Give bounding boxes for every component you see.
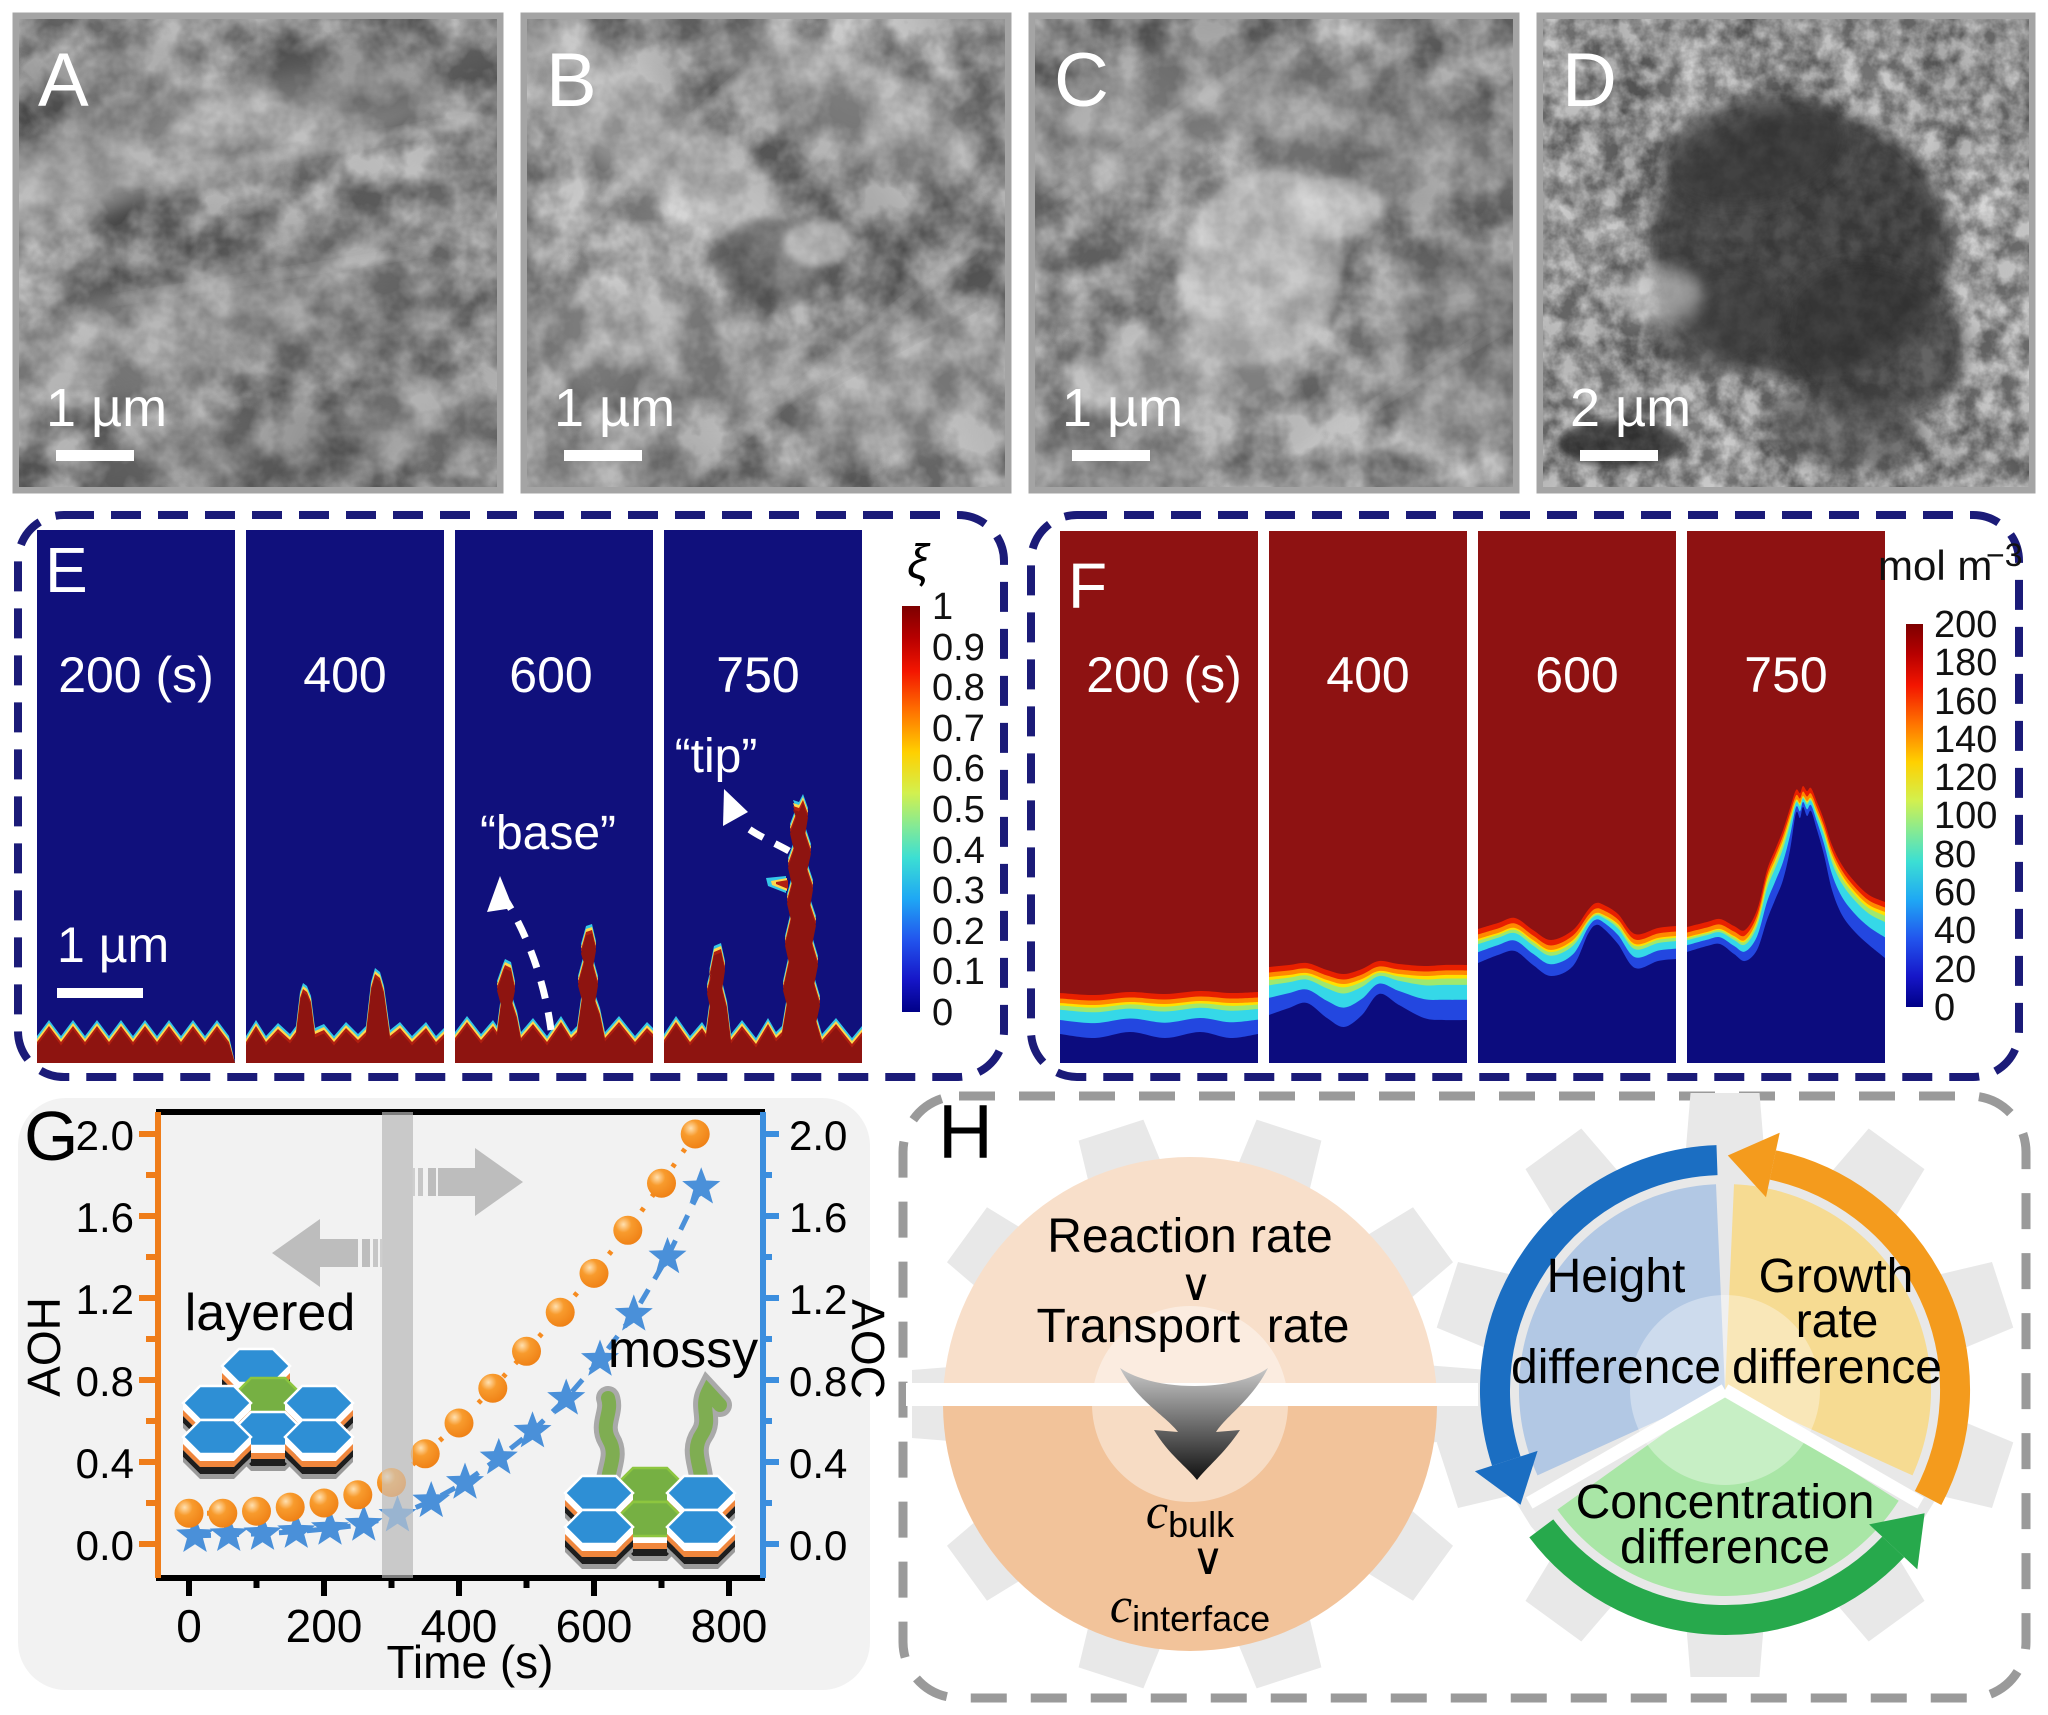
svg-text:40: 40 (1934, 910, 1976, 952)
svg-text:200 (s): 200 (s) (58, 647, 214, 703)
svg-text:1 µm: 1 µm (57, 917, 169, 973)
svg-text:Growth: Growth (1759, 1250, 1914, 1303)
svg-text:G: G (24, 1097, 78, 1175)
svg-text:cinterface: cinterface (1110, 1577, 1270, 1639)
svg-text:0.6: 0.6 (932, 748, 985, 790)
svg-text:0: 0 (176, 1600, 202, 1652)
svg-text:ξ: ξ (907, 536, 931, 589)
svg-text:200: 200 (1934, 604, 1997, 646)
svg-text:A: A (38, 38, 89, 123)
svg-text:∨: ∨ (1180, 1261, 1212, 1310)
svg-text:AOH: AOH (18, 1297, 70, 1397)
svg-text:200 (s): 200 (s) (1086, 647, 1242, 703)
svg-text:0.4: 0.4 (76, 1440, 134, 1487)
svg-text:140: 140 (1934, 719, 1997, 761)
svg-text:Concentration: Concentration (1576, 1476, 1875, 1529)
svg-text:mol m: mol m (1878, 542, 1992, 589)
svg-text:750: 750 (716, 647, 799, 703)
svg-text:cbulk: cbulk (1146, 1483, 1235, 1545)
svg-text:400: 400 (421, 1600, 498, 1652)
svg-text:Time (s): Time (s) (387, 1636, 554, 1688)
svg-text:H: H (938, 1090, 993, 1175)
svg-text:0.8: 0.8 (76, 1358, 134, 1405)
svg-text:difference: difference (1511, 1341, 1721, 1394)
svg-text:Reaction rate: Reaction rate (1047, 1210, 1333, 1263)
svg-text:2 µm: 2 µm (1570, 378, 1691, 438)
svg-text:180: 180 (1934, 642, 1997, 684)
svg-text:600: 600 (509, 647, 592, 703)
svg-text:0.9: 0.9 (932, 627, 985, 669)
svg-text:1.2: 1.2 (789, 1276, 847, 1323)
svg-text:400: 400 (1326, 647, 1409, 703)
svg-text:2.0: 2.0 (76, 1112, 134, 1159)
svg-text:B: B (546, 38, 597, 123)
svg-text:0.7: 0.7 (932, 708, 985, 750)
svg-text:0.2: 0.2 (932, 911, 985, 953)
svg-text:difference: difference (1620, 1521, 1830, 1574)
svg-text:160: 160 (1934, 681, 1997, 723)
svg-text:E: E (45, 534, 88, 606)
svg-text:0.4: 0.4 (932, 830, 985, 872)
svg-text:0.3: 0.3 (932, 870, 985, 912)
svg-text:mossy: mossy (608, 1321, 758, 1379)
svg-text:1 µm: 1 µm (1062, 378, 1183, 438)
svg-text:200: 200 (286, 1600, 363, 1652)
svg-text:Height: Height (1547, 1250, 1686, 1303)
svg-text:“tip”: “tip” (675, 730, 758, 783)
svg-text:1.6: 1.6 (789, 1194, 847, 1241)
svg-text:“base”: “base” (480, 807, 616, 860)
svg-text:0.0: 0.0 (789, 1522, 847, 1569)
svg-text:60: 60 (1934, 872, 1976, 914)
svg-text:400: 400 (303, 647, 386, 703)
svg-text:2.0: 2.0 (789, 1112, 847, 1159)
svg-text:−3: −3 (1986, 537, 2022, 573)
svg-text:100: 100 (1934, 795, 1997, 837)
svg-text:difference: difference (1732, 1341, 1942, 1394)
svg-text:120: 120 (1934, 757, 1997, 799)
svg-text:600: 600 (1535, 647, 1618, 703)
svg-text:F: F (1068, 550, 1107, 622)
svg-text:0.5: 0.5 (932, 789, 985, 831)
svg-text:rate: rate (1796, 1295, 1879, 1348)
svg-text:0: 0 (932, 992, 953, 1034)
svg-text:C: C (1054, 38, 1109, 123)
svg-text:0.1: 0.1 (932, 951, 985, 993)
svg-text:0.8: 0.8 (789, 1358, 847, 1405)
svg-text:800: 800 (691, 1600, 768, 1652)
svg-text:∨: ∨ (1192, 1535, 1224, 1584)
svg-text:D: D (1562, 38, 1617, 123)
svg-text:1: 1 (932, 586, 953, 628)
svg-text:Transport rate: Transport rate (1036, 1300, 1349, 1353)
svg-text:80: 80 (1934, 834, 1976, 876)
svg-text:0.4: 0.4 (789, 1440, 847, 1487)
svg-text:1.2: 1.2 (76, 1276, 134, 1323)
svg-text:0.8: 0.8 (932, 667, 985, 709)
svg-text:750: 750 (1744, 647, 1827, 703)
svg-text:0: 0 (1934, 987, 1955, 1029)
svg-text:layered: layered (185, 1284, 356, 1342)
svg-text:20: 20 (1934, 949, 1976, 991)
svg-text:1 µm: 1 µm (554, 378, 675, 438)
svg-text:0.0: 0.0 (76, 1522, 134, 1569)
svg-text:1.6: 1.6 (76, 1194, 134, 1241)
svg-text:600: 600 (556, 1600, 633, 1652)
svg-text:1 µm: 1 µm (46, 378, 167, 438)
svg-text:AOC: AOC (842, 1299, 894, 1399)
